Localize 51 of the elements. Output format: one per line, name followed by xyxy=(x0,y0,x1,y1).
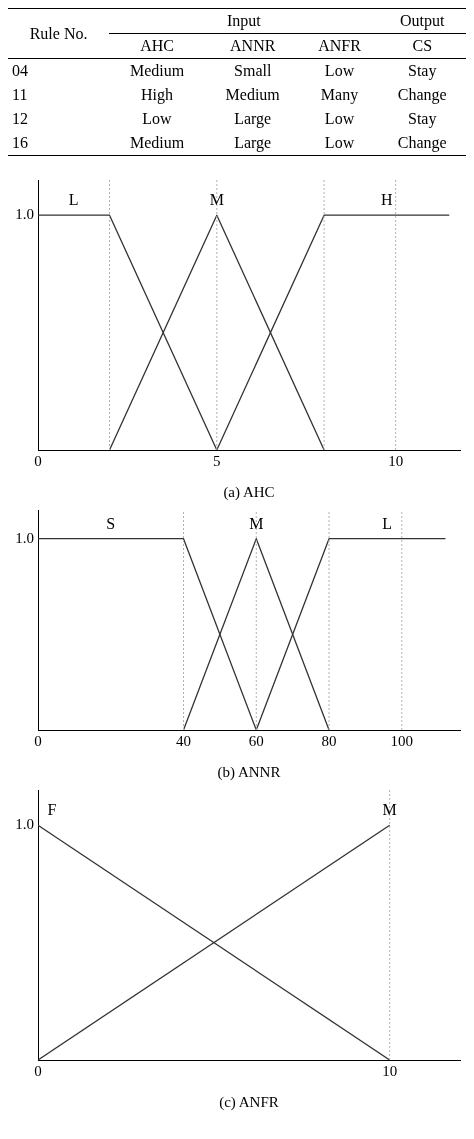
x-tick-label: 0 xyxy=(34,452,42,469)
text: Low xyxy=(142,110,172,127)
category-label: ANNR xyxy=(204,33,301,59)
text: Medium xyxy=(225,86,280,103)
text: Large xyxy=(234,110,272,127)
series-label: H xyxy=(380,191,393,209)
category-label: ANFR xyxy=(300,33,379,59)
text: Medium xyxy=(129,134,185,151)
x-tick-label: 80 xyxy=(321,732,337,749)
text: Input xyxy=(109,8,379,34)
category-label: 04 xyxy=(12,62,28,79)
x-tick-label: 10 xyxy=(382,1062,398,1079)
series-label: S xyxy=(106,514,116,532)
text: Output xyxy=(378,8,466,34)
text: 1.0 xyxy=(15,529,34,546)
category-label: 12 xyxy=(12,110,28,127)
text: High xyxy=(141,86,174,103)
text: 1.0 xyxy=(15,206,34,223)
series-label: M xyxy=(249,514,264,532)
x-tick-label: 10 xyxy=(388,452,404,469)
x-tick-label: 5 xyxy=(213,452,221,469)
text: Many xyxy=(320,86,359,103)
series-label: M xyxy=(209,191,224,209)
text: 1.0 xyxy=(15,816,34,833)
category-label: 11 xyxy=(12,86,28,103)
category-label: 16 xyxy=(12,134,28,151)
text: Large xyxy=(234,134,272,151)
series-label: F xyxy=(47,801,57,819)
x-tick-label: 100 xyxy=(390,732,414,749)
text: Low xyxy=(324,134,355,151)
x-tick-label: 0 xyxy=(34,1062,42,1079)
text: Medium xyxy=(129,62,185,79)
text: Low xyxy=(324,62,355,79)
x-axis-title: (a) AHC xyxy=(223,483,275,501)
text: Stay xyxy=(408,110,437,127)
series-label: M xyxy=(382,801,397,819)
x-tick-label: 40 xyxy=(176,732,192,749)
x-tick-label: 0 xyxy=(34,732,42,749)
x-axis-title: (c) ANFR xyxy=(219,1093,279,1111)
series-label: L xyxy=(68,191,79,209)
category-label: AHC xyxy=(109,33,205,59)
category-label: CS xyxy=(378,33,466,59)
x-tick-label: 60 xyxy=(248,732,264,749)
text: Change xyxy=(397,134,447,151)
text: Low xyxy=(324,110,355,127)
x-axis-title: (b) ANNR xyxy=(217,763,281,781)
series-label: L xyxy=(382,514,393,532)
text: Small xyxy=(234,62,272,79)
text: Stay xyxy=(408,62,437,79)
text: Change xyxy=(397,86,447,103)
text: Rule No. xyxy=(8,8,110,59)
